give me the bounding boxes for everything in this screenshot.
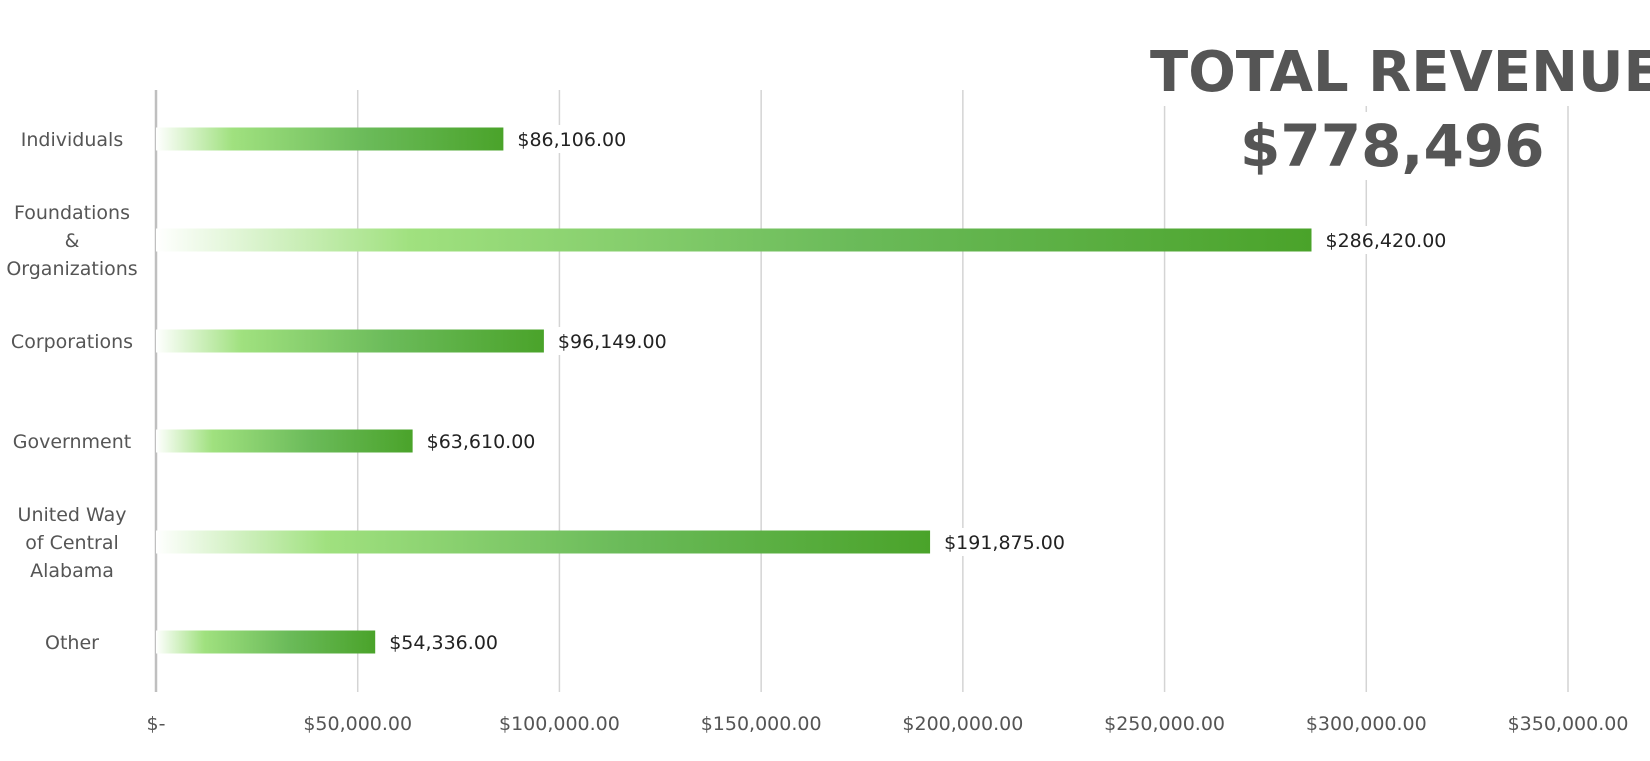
category-label: United Way of Central Alabama [18, 504, 127, 582]
category-label-line: Organizations [6, 258, 137, 280]
total-revenue-value: $778,496 [1240, 112, 1545, 180]
x-tick-label: $50,000.00 [303, 713, 412, 735]
x-tick-label: $150,000.00 [701, 713, 822, 735]
x-tick-label: $350,000.00 [1508, 713, 1629, 735]
category-label-line: Government [13, 431, 132, 453]
data-label-background [511, 125, 647, 153]
x-tick-label: $- [147, 713, 166, 735]
data-label-background [1319, 226, 1455, 254]
bar [156, 228, 1312, 252]
category-label: Corporations [11, 331, 133, 353]
data-label: $286,420.00 [1326, 230, 1447, 252]
data-label: $54,336.00 [389, 632, 498, 654]
data-label: $191,875.00 [944, 532, 1065, 554]
bars [156, 127, 1312, 654]
data-label-background [938, 528, 1074, 556]
bar [156, 630, 376, 654]
x-tick-label: $200,000.00 [902, 713, 1023, 735]
data-label-background [383, 628, 519, 656]
total-revenue-title: TOTAL REVENUE: [1150, 40, 1650, 106]
bar [156, 530, 931, 554]
category-label-line: of Central [25, 532, 119, 554]
category-label: Government [13, 431, 132, 453]
category-label-line: Foundations [14, 202, 130, 224]
bar [156, 429, 413, 453]
category-label-line: United Way [18, 504, 127, 526]
category-label: Foundations & Organizations [6, 202, 137, 280]
x-tick-label: $250,000.00 [1104, 713, 1225, 735]
data-label-background [420, 427, 556, 455]
data-label: $86,106.00 [517, 129, 626, 151]
x-tick-label: $300,000.00 [1306, 713, 1427, 735]
gridlines [154, 90, 1569, 692]
labels: $- $50,000.00 $100,000.00 $150,000.00 $200,0… [6, 125, 1628, 735]
category-label-line: Alabama [30, 560, 114, 582]
data-label: $96,149.00 [558, 331, 667, 353]
category-label: Other [45, 632, 99, 654]
category-label-line: Individuals [21, 129, 123, 151]
bar [156, 127, 504, 151]
bar [156, 329, 544, 353]
data-label-background [551, 327, 687, 355]
category-label-line: Corporations [11, 331, 133, 353]
x-tick-label: $100,000.00 [499, 713, 620, 735]
category-label-line: Other [45, 632, 99, 654]
category-label: Individuals [21, 129, 123, 151]
category-label-line: & [65, 230, 80, 252]
data-label: $63,610.00 [427, 431, 536, 453]
